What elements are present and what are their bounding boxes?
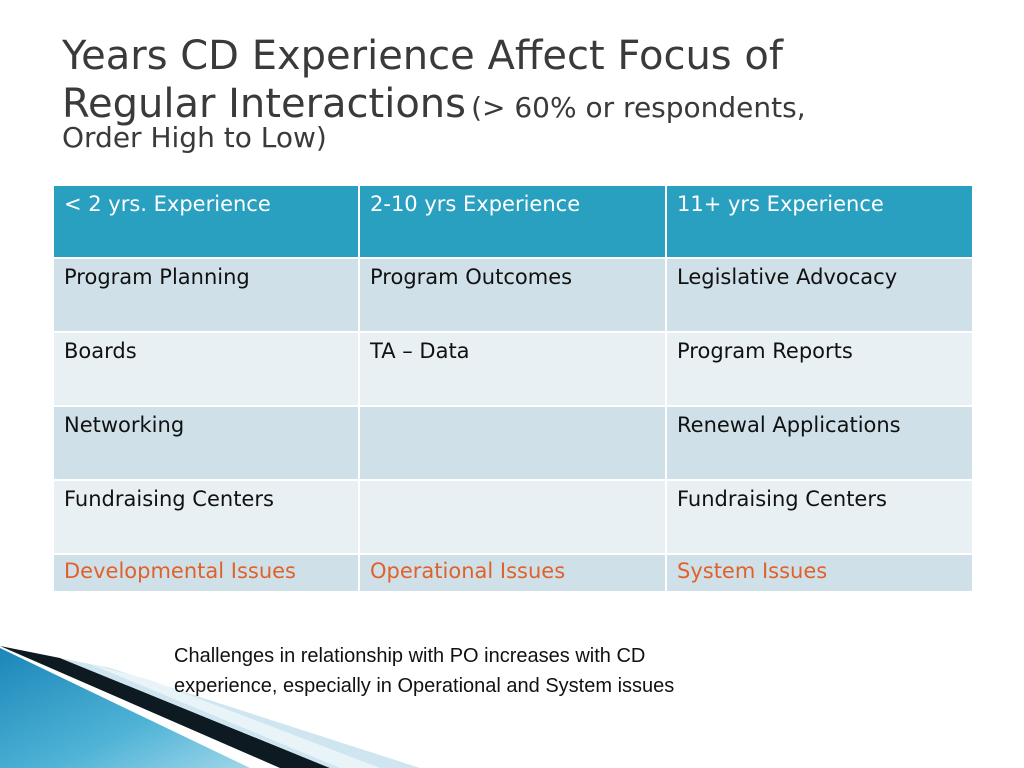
table-header-row: < 2 yrs. Experience 2-10 yrs Experience … xyxy=(52,184,974,259)
table-cell: Program Outcomes xyxy=(358,257,667,333)
title-line-1: Years CD Experience Affect Focus of xyxy=(62,33,783,79)
table-cell: Fundraising Centers xyxy=(52,479,360,555)
decorative-swoosh xyxy=(0,646,420,768)
experience-table: < 2 yrs. Experience 2-10 yrs Experience … xyxy=(52,184,974,593)
operational-issues-cell: Operational Issues xyxy=(358,553,667,593)
table-cell: Fundraising Centers xyxy=(665,479,974,555)
header-2-10-yrs: 2-10 yrs Experience xyxy=(358,184,667,259)
title-subtitle-part-2: Order High to Low) xyxy=(62,121,327,154)
table-row: Fundraising Centers Fundraising Centers xyxy=(52,479,974,555)
table-cell: Program Planning xyxy=(52,257,360,333)
table-cell: TA – Data xyxy=(358,331,667,407)
note-line-2: experience, especially in Operational an… xyxy=(174,675,675,697)
table-cell: Program Reports xyxy=(665,331,974,407)
note-line-1: Challenges in relationship with PO incre… xyxy=(174,645,646,667)
header-under-2-yrs: < 2 yrs. Experience xyxy=(52,184,360,259)
slide-title: Years CD Experience Affect Focus of Regu… xyxy=(62,36,982,152)
developmental-issues-cell: Developmental Issues xyxy=(52,553,360,593)
title-subtitle-part-1: (> 60% or respondents, xyxy=(471,91,806,124)
issues-row: Developmental Issues Operational Issues … xyxy=(52,553,974,593)
header-11-plus-yrs: 11+ yrs Experience xyxy=(665,184,974,259)
table-cell: Legislative Advocacy xyxy=(665,257,974,333)
table-cell: Boards xyxy=(52,331,360,407)
table-row: Networking Renewal Applications xyxy=(52,405,974,481)
table-cell xyxy=(358,405,667,481)
system-issues-cell: System Issues xyxy=(665,553,974,593)
table-cell: Renewal Applications xyxy=(665,405,974,481)
table-row: Boards TA – Data Program Reports xyxy=(52,331,974,407)
table-cell xyxy=(358,479,667,555)
note-text: Challenges in relationship with PO incre… xyxy=(174,641,874,701)
table-cell: Networking xyxy=(52,405,360,481)
table-row: Program Planning Program Outcomes Legisl… xyxy=(52,257,974,333)
title-line-2: Regular Interactions xyxy=(62,81,466,127)
